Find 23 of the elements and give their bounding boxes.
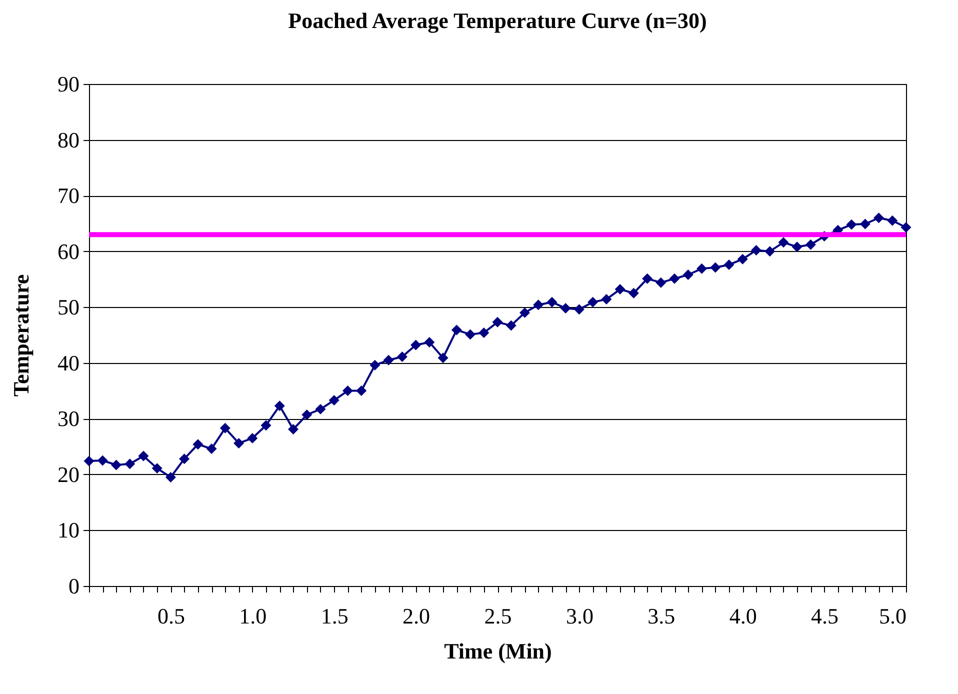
y-tick-label: 30 — [58, 406, 80, 432]
x-tick-label: 3.0 — [566, 604, 594, 628]
y-tick-label: 0 — [68, 574, 80, 598]
x-tick-label: 4.0 — [729, 604, 757, 628]
y-tick-label: 20 — [58, 462, 80, 487]
y-tick-label: 90 — [58, 72, 80, 96]
x-tick-label: 5.0 — [879, 604, 906, 628]
y-tick-label: 50 — [58, 294, 80, 320]
y-tick-label: 80 — [58, 127, 80, 152]
x-tick-label: 0.5 — [157, 604, 185, 628]
x-tick-label: 1.5 — [320, 604, 348, 628]
y-tick-label: 60 — [58, 238, 80, 264]
y-tick-label: 70 — [58, 183, 80, 208]
y-tick-label: 40 — [58, 350, 80, 376]
x-axis-title: Time (Min) — [444, 638, 552, 664]
chart-title: Poached Average Temperature Curve (n=30) — [288, 8, 707, 33]
x-tick-label: 1.0 — [239, 604, 267, 628]
x-tick-label: 2.5 — [484, 604, 512, 628]
y-axis-title: Temperature — [8, 274, 34, 397]
x-tick-label: 4.5 — [811, 604, 839, 628]
y-tick-label: 10 — [58, 518, 80, 543]
x-tick-label: 3.5 — [648, 604, 676, 628]
x-tick-label: 2.0 — [402, 604, 430, 628]
